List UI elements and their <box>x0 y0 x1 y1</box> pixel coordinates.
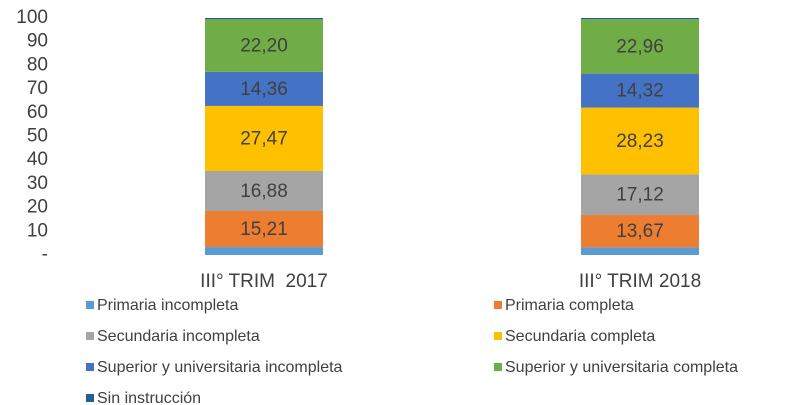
y-tick-label: 90 <box>27 31 48 52</box>
legend-label: Primaria completa <box>505 297 634 314</box>
bar-segment <box>205 18 323 20</box>
y-tick-label: 10 <box>27 220 48 241</box>
y-tick-label: 60 <box>27 102 48 123</box>
bar-segment <box>581 215 699 248</box>
legend-swatch <box>494 363 502 371</box>
y-tick-label: 40 <box>27 149 48 170</box>
data-label: 22,20 <box>240 36 288 57</box>
legend-swatch <box>86 363 94 371</box>
y-tick-label: 70 <box>27 78 48 99</box>
bar-segment <box>581 247 699 255</box>
y-tick-label: 30 <box>27 173 48 194</box>
bar-segment <box>581 19 699 74</box>
data-label: 17,12 <box>616 185 664 206</box>
legend-label: Secundaria incompleta <box>97 328 260 345</box>
bar-segment <box>581 174 699 216</box>
bar-segment <box>581 18 699 20</box>
data-label: 14,36 <box>240 79 288 100</box>
bar-segment <box>205 19 323 72</box>
y-tick-label: 100 <box>16 7 48 28</box>
x-tick-label: III° TRIM 2017 <box>200 271 328 292</box>
legend-label: Primaria incompleta <box>97 297 238 314</box>
legend-label: Superior y universitaria completa <box>505 359 738 376</box>
y-tick-label: 50 <box>27 126 48 147</box>
bar-segment <box>205 211 323 248</box>
legend-swatch <box>494 301 502 309</box>
data-label: 13,67 <box>616 221 664 242</box>
legend-swatch <box>86 301 94 309</box>
legend-swatch <box>86 332 94 340</box>
data-label: 28,23 <box>616 131 664 152</box>
data-label: 16,88 <box>240 181 288 202</box>
y-tick-label: - <box>42 244 48 265</box>
legend-swatch <box>86 394 94 402</box>
data-label: 15,21 <box>240 219 288 240</box>
data-label: 27,47 <box>240 128 288 149</box>
bar-segment <box>205 171 323 212</box>
x-tick-label: III° TRIM 2018 <box>579 271 701 292</box>
data-label: 22,96 <box>616 36 664 57</box>
bar-segment <box>581 73 699 108</box>
bar-segment <box>205 105 323 172</box>
legend-label: Superior y universitaria incompleta <box>97 359 343 376</box>
y-tick-label: 80 <box>27 54 48 75</box>
data-label: 14,32 <box>616 81 664 102</box>
legend-label: Sin instrucción <box>97 390 201 405</box>
legend-swatch <box>494 332 502 340</box>
bar-segment <box>581 107 699 175</box>
bar-segment <box>205 247 323 255</box>
legend-label: Secundaria completa <box>505 328 655 345</box>
y-tick-label: 20 <box>27 197 48 218</box>
bar-segment <box>205 71 323 106</box>
